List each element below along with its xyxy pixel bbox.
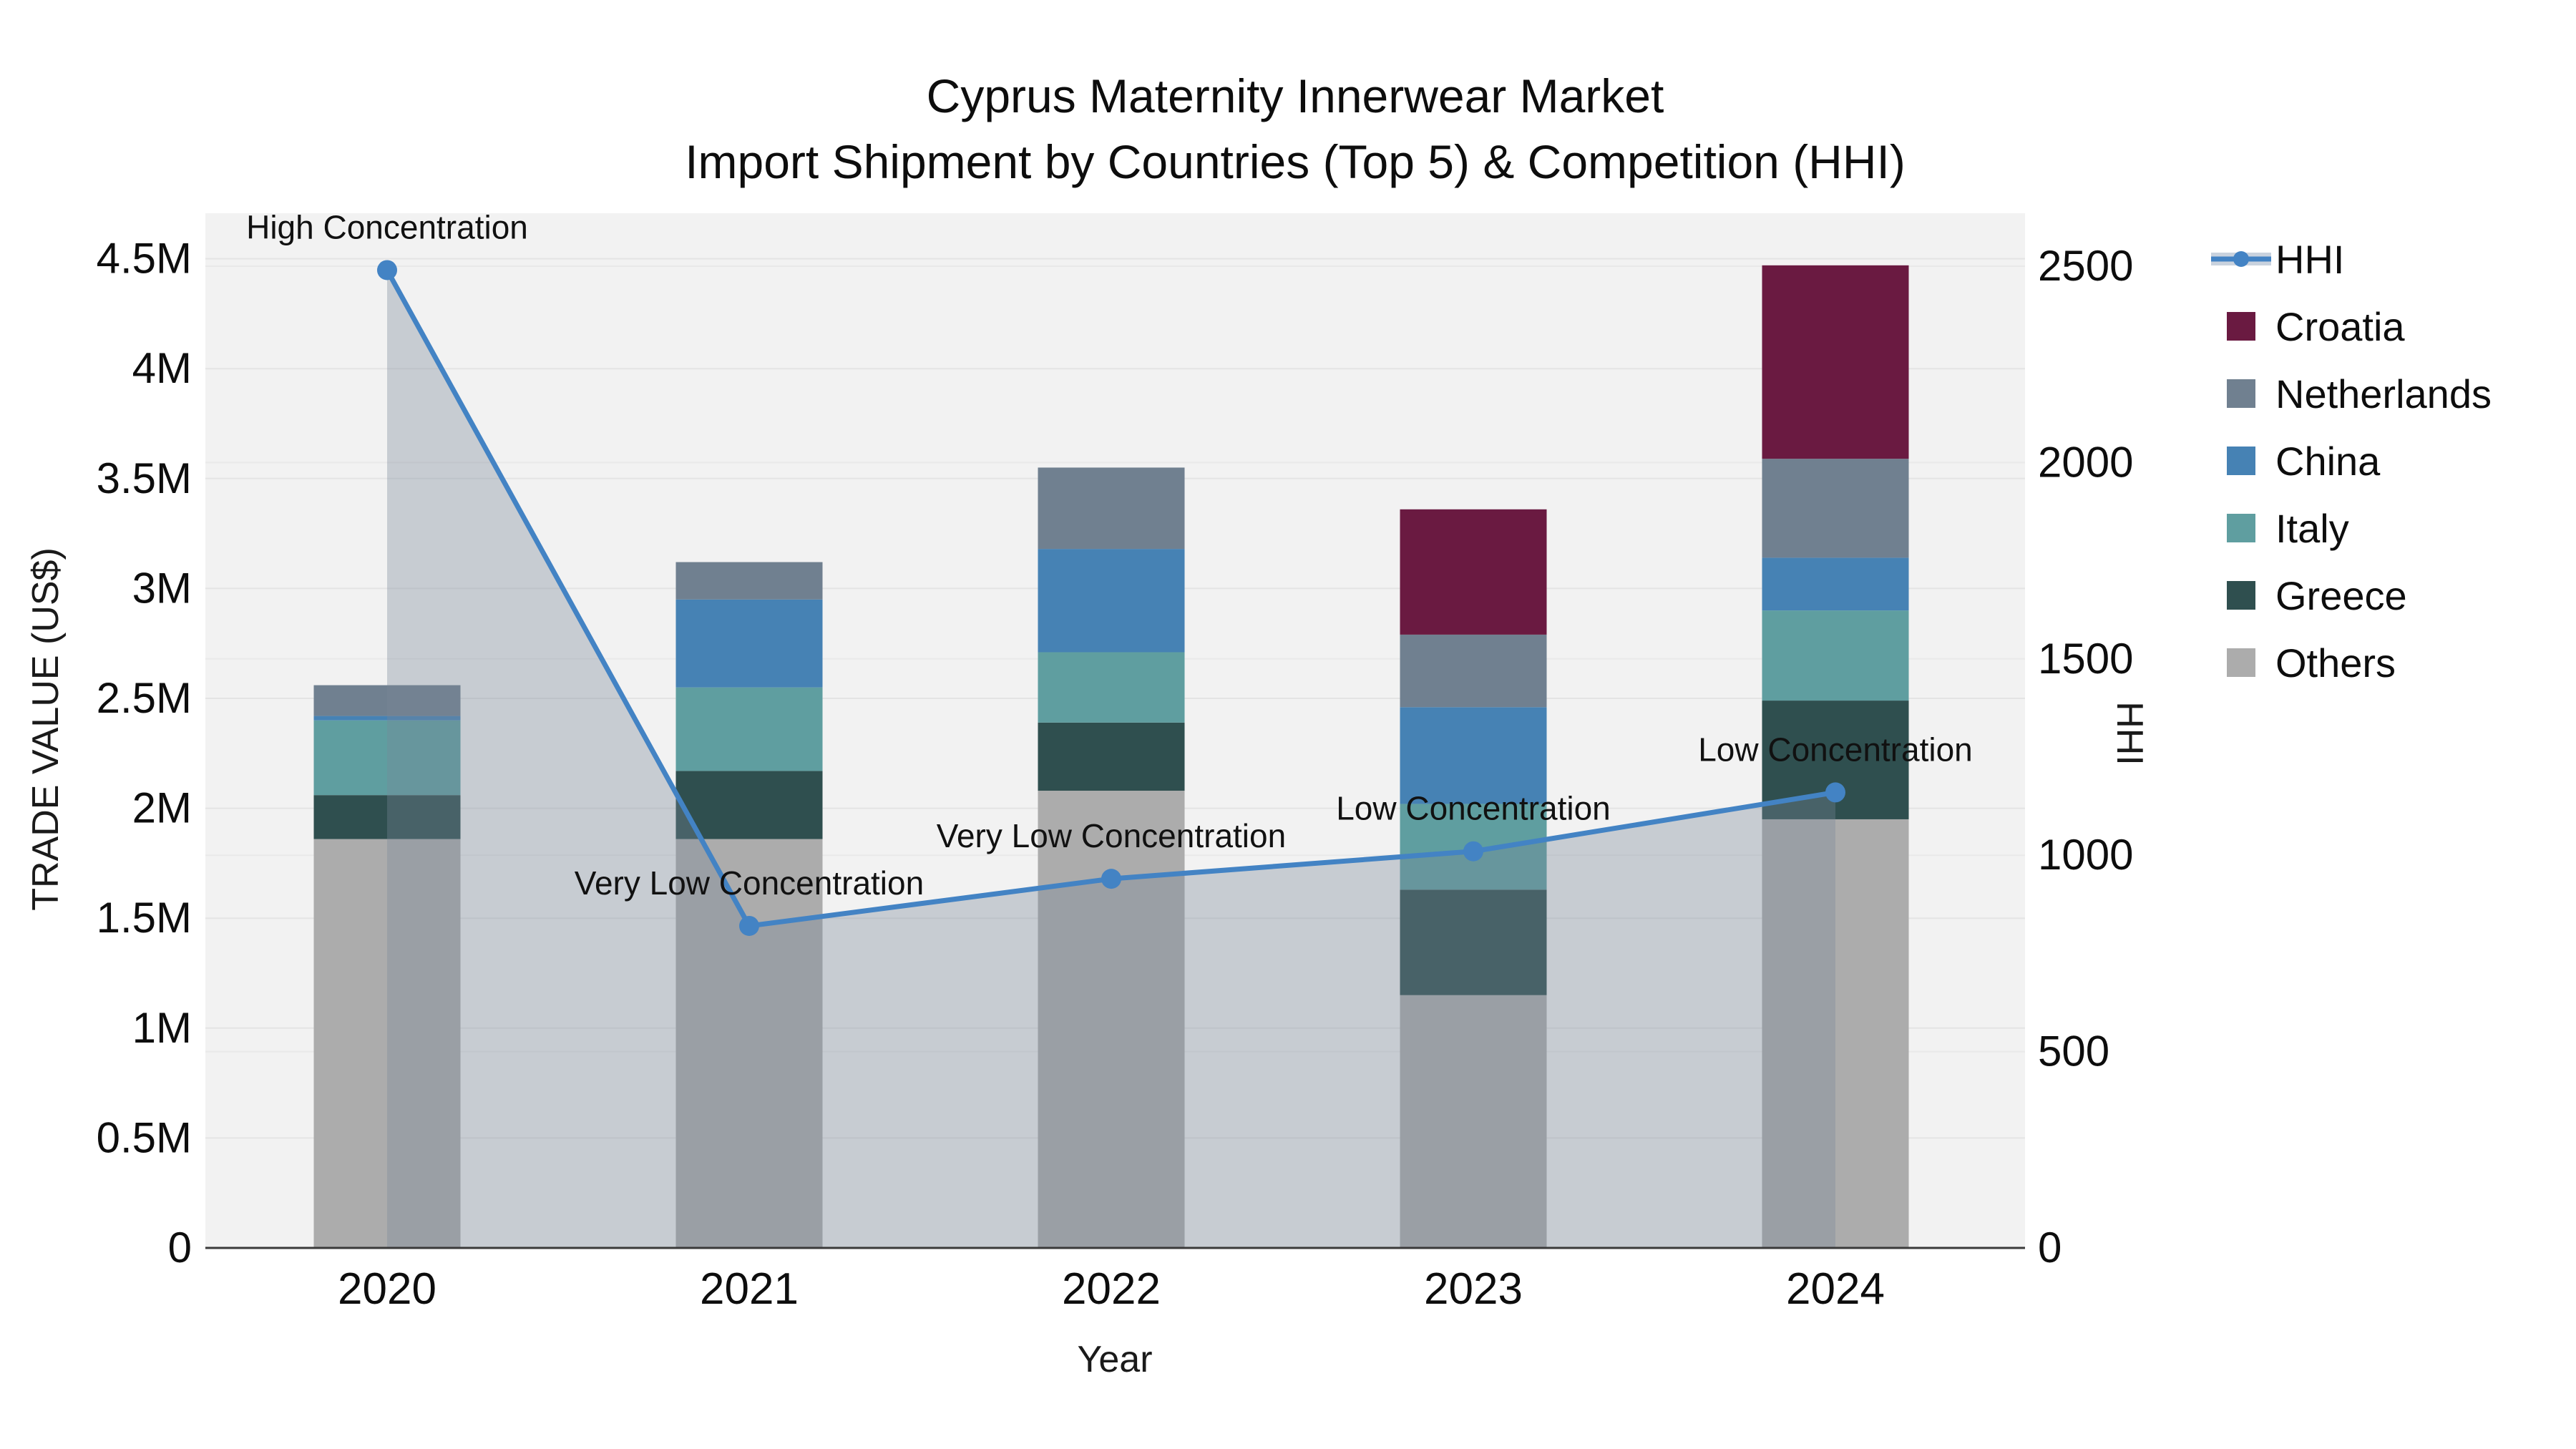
legend-label: Netherlands: [2275, 371, 2492, 416]
y-tick-right-1000: 1000: [2038, 831, 2133, 879]
y-tick-left-0: 0: [168, 1224, 192, 1272]
x-tick-2020: 2020: [338, 1264, 436, 1314]
hhi-area-fill: [387, 270, 1835, 1248]
chart-title: Cyprus Maternity Innerwear Market Import…: [685, 63, 1906, 195]
legend-label: Greece: [2275, 572, 2407, 618]
y-tick-left-2.5M: 2.5M: [97, 674, 192, 722]
bar-segment-china-2021: [675, 599, 823, 688]
annotation-2021: Very Low Concentration: [575, 864, 924, 902]
legend-label: HHI: [2275, 236, 2345, 282]
y-tick-left-1M: 1M: [132, 1004, 192, 1052]
bar-segment-greece-2021: [675, 771, 823, 839]
hhi-marker-2024: [1825, 782, 1845, 803]
bar-segment-others-2022: [1038, 791, 1185, 1248]
y-tick-left-3M: 3M: [132, 564, 192, 612]
others-swatch-icon: [2227, 648, 2255, 677]
y-tick-right-500: 500: [2038, 1028, 2109, 1075]
x-axis-title: Year: [1077, 1339, 1153, 1380]
bar-segment-netherlands-2020: [313, 685, 461, 716]
legend-label: Others: [2275, 640, 2396, 686]
x-tick-2024: 2024: [1786, 1264, 1885, 1314]
bar-segment-china-2022: [1038, 549, 1185, 653]
legend-label: Italy: [2275, 505, 2349, 551]
greece-swatch-icon: [2227, 581, 2255, 610]
legend-item-italy[interactable]: Italy: [2211, 494, 2492, 562]
bar-segment-netherlands-2021: [675, 562, 823, 600]
bar-segment-others-2021: [675, 839, 823, 1248]
legend-item-hhi[interactable]: HHI: [2211, 225, 2492, 293]
y-tick-left-4.5M: 4.5M: [97, 235, 192, 283]
bar-segment-italy-2022: [1038, 652, 1185, 723]
legend: HHI Croatia Netherlands China Italy Gree…: [2211, 225, 2492, 696]
annotation-2022: Very Low Concentration: [937, 817, 1286, 854]
croatia-swatch-icon: [2227, 312, 2255, 341]
bar-segment-china-2023: [1400, 707, 1547, 804]
legend-item-netherlands[interactable]: Netherlands: [2211, 360, 2492, 427]
bar-segment-netherlands-2024: [1762, 459, 1909, 558]
bar-segment-china-2020: [313, 716, 461, 721]
hhi-marker-2022: [1101, 869, 1121, 889]
bar-segment-italy-2021: [675, 687, 823, 771]
y-tick-right-1500: 1500: [2038, 635, 2133, 683]
hhi-marker-2020: [377, 260, 397, 280]
bar-segment-netherlands-2023: [1400, 634, 1547, 708]
bar-segment-others-2023: [1400, 995, 1547, 1248]
annotation-2023: Low Concentration: [1336, 790, 1611, 827]
bar-segment-netherlands-2022: [1038, 467, 1185, 550]
bar-segment-greece-2020: [313, 795, 461, 839]
legend-item-others[interactable]: Others: [2211, 629, 2492, 696]
bar-segment-china-2024: [1762, 557, 1909, 611]
x-tick-2023: 2023: [1424, 1264, 1523, 1314]
legend-label: China: [2275, 438, 2381, 484]
y-axis-title-right: HHI: [2109, 701, 2150, 766]
y-tick-left-4M: 4M: [132, 344, 192, 392]
y-tick-right-2000: 2000: [2038, 438, 2133, 486]
bar-segment-croatia-2023: [1400, 509, 1547, 635]
italy-swatch-icon: [2227, 514, 2255, 542]
y-tick-left-1.5M: 1.5M: [97, 894, 192, 942]
annotation-2024: Low Concentration: [1698, 731, 1973, 768]
hhi-marker-2021: [739, 915, 759, 936]
x-tick-2022: 2022: [1062, 1264, 1161, 1314]
hhi-marker-2023: [1463, 841, 1483, 862]
x-tick-2021: 2021: [700, 1264, 799, 1314]
chart-title-line2: Import Shipment by Countries (Top 5) & C…: [685, 135, 1906, 188]
chart-title-line1: Cyprus Maternity Innerwear Market: [926, 69, 1664, 122]
bar-segment-croatia-2024: [1762, 265, 1909, 459]
legend-item-croatia[interactable]: Croatia: [2211, 293, 2492, 360]
y-tick-right-2500: 2500: [2038, 242, 2133, 290]
china-swatch-icon: [2227, 447, 2255, 475]
y-tick-left-3.5M: 3.5M: [97, 454, 192, 502]
y-tick-left-2M: 2M: [132, 784, 192, 832]
legend-item-greece[interactable]: Greece: [2211, 562, 2492, 629]
legend-label: Croatia: [2275, 303, 2405, 349]
bar-segment-greece-2022: [1038, 722, 1185, 791]
legend-item-china[interactable]: China: [2211, 427, 2492, 494]
bar-segment-italy-2024: [1762, 610, 1909, 701]
bar-segment-others-2024: [1762, 819, 1909, 1248]
bar-segment-others-2020: [313, 839, 461, 1248]
bar-segment-greece-2023: [1400, 889, 1547, 995]
hhi-line-swatch-icon: [2211, 251, 2271, 267]
netherlands-swatch-icon: [2227, 379, 2255, 408]
y-tick-right-0: 0: [2038, 1224, 2062, 1272]
annotation-2020: High Concentration: [246, 208, 528, 245]
bar-segment-italy-2020: [313, 720, 461, 796]
y-axis-title-left: TRADE VALUE (US$): [25, 547, 67, 911]
y-tick-left-0.5M: 0.5M: [97, 1113, 192, 1161]
